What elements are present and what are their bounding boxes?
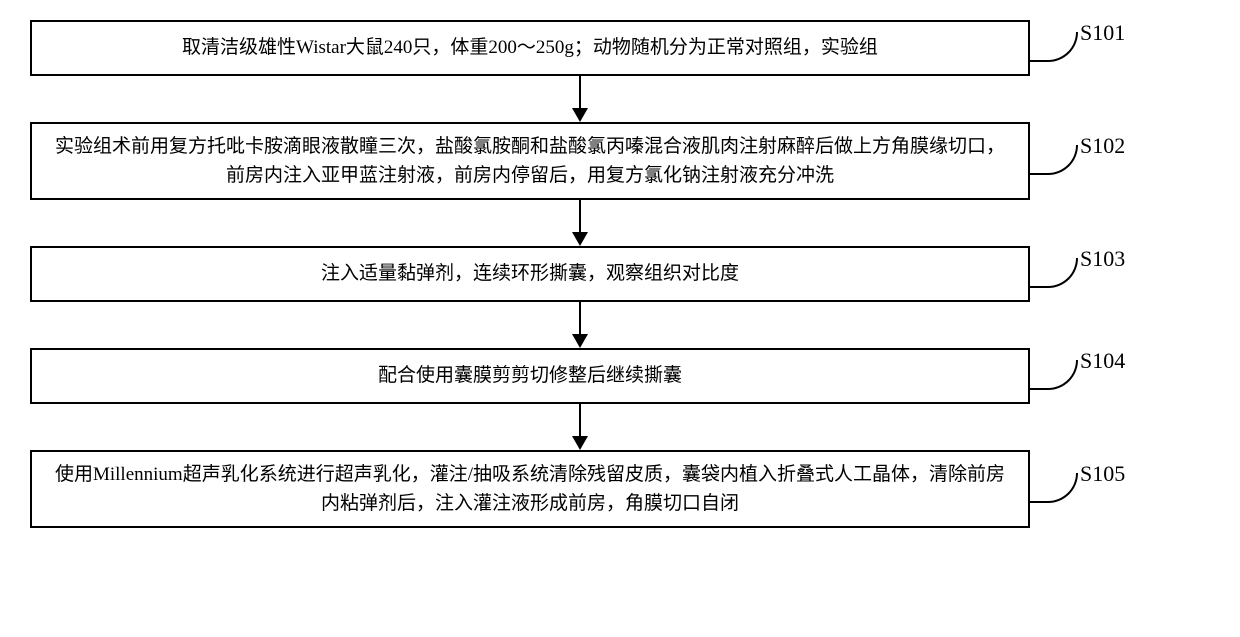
flow-step-box: 注入适量黏弹剂，连续环形撕囊，观察组织对比度 — [30, 246, 1030, 302]
flow-arrow — [80, 200, 1080, 246]
flow-step-box: 实验组术前用复方托吡卡胺滴眼液散瞳三次，盐酸氯胺酮和盐酸氯丙嗪混合液肌肉注射麻醉… — [30, 122, 1030, 200]
step-text: 使用Millennium超声乳化系统进行超声乳化，灌注/抽吸系统清除残留皮质，囊… — [50, 460, 1010, 519]
step-row: 注入适量黏弹剂，连续环形撕囊，观察组织对比度 S103 — [30, 246, 1130, 302]
flow-arrow — [80, 302, 1080, 348]
flowchart-container: 取清洁级雄性Wistar大鼠240只，体重200～250g；动物随机分为正常对照… — [30, 20, 1130, 528]
arrow-line — [579, 404, 581, 440]
connector-curve — [1030, 32, 1078, 62]
connector-curve — [1030, 473, 1078, 503]
connector-curve — [1030, 360, 1078, 390]
flow-arrow — [80, 404, 1080, 450]
step-row: 实验组术前用复方托吡卡胺滴眼液散瞳三次，盐酸氯胺酮和盐酸氯丙嗪混合液肌肉注射麻醉… — [30, 122, 1130, 200]
step-text: 配合使用囊膜剪剪切修整后继续撕囊 — [378, 361, 682, 390]
step-row: 使用Millennium超声乳化系统进行超声乳化，灌注/抽吸系统清除残留皮质，囊… — [30, 450, 1130, 528]
step-id-label: S105 — [1080, 461, 1125, 487]
step-label-connector: S103 — [1030, 260, 1125, 288]
flow-step-box: 使用Millennium超声乳化系统进行超声乳化，灌注/抽吸系统清除残留皮质，囊… — [30, 450, 1030, 528]
step-text: 取清洁级雄性Wistar大鼠240只，体重200～250g；动物随机分为正常对照… — [182, 33, 878, 62]
arrow-line — [579, 302, 581, 338]
flow-arrow — [80, 76, 1080, 122]
arrow-head — [572, 436, 588, 450]
arrow-head — [572, 108, 588, 122]
flow-step-box: 取清洁级雄性Wistar大鼠240只，体重200～250g；动物随机分为正常对照… — [30, 20, 1030, 76]
step-label-connector: S101 — [1030, 34, 1125, 62]
step-id-label: S102 — [1080, 133, 1125, 159]
arrow-line — [579, 200, 581, 236]
step-id-label: S101 — [1080, 20, 1125, 46]
arrow-head — [572, 334, 588, 348]
connector-curve — [1030, 258, 1078, 288]
arrow-head — [572, 232, 588, 246]
step-row: 取清洁级雄性Wistar大鼠240只，体重200～250g；动物随机分为正常对照… — [30, 20, 1130, 76]
step-label-connector: S104 — [1030, 362, 1125, 390]
step-id-label: S103 — [1080, 246, 1125, 272]
step-id-label: S104 — [1080, 348, 1125, 374]
connector-curve — [1030, 145, 1078, 175]
step-label-connector: S105 — [1030, 475, 1125, 503]
arrow-line — [579, 76, 581, 112]
flow-step-box: 配合使用囊膜剪剪切修整后继续撕囊 — [30, 348, 1030, 404]
step-label-connector: S102 — [1030, 147, 1125, 175]
step-text: 实验组术前用复方托吡卡胺滴眼液散瞳三次，盐酸氯胺酮和盐酸氯丙嗪混合液肌肉注射麻醉… — [50, 132, 1010, 191]
step-row: 配合使用囊膜剪剪切修整后继续撕囊 S104 — [30, 348, 1130, 404]
step-text: 注入适量黏弹剂，连续环形撕囊，观察组织对比度 — [321, 259, 739, 288]
